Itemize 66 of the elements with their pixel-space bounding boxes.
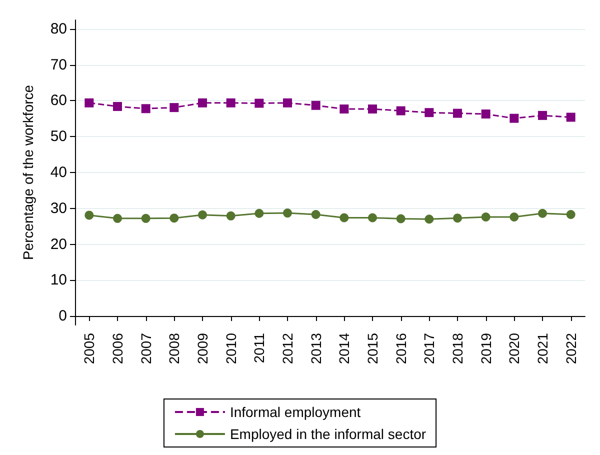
- x-tick-label: 2006: [110, 332, 126, 364]
- y-tick-label: 60: [50, 92, 67, 110]
- point: [226, 211, 236, 220]
- y-tick-label: 40: [50, 164, 67, 181]
- point: [254, 98, 264, 108]
- point: [254, 208, 264, 218]
- point: [113, 214, 122, 223]
- point: [170, 214, 179, 223]
- point: [481, 110, 490, 119]
- point: [340, 104, 349, 114]
- point: [566, 112, 576, 122]
- point: [340, 213, 349, 222]
- x-tick-label: 2022: [562, 332, 579, 364]
- point: [453, 214, 462, 223]
- point: [283, 208, 292, 218]
- x-tick-label: 2018: [450, 332, 466, 364]
- point: [538, 208, 547, 218]
- point: [481, 212, 490, 222]
- y-axis-title: Percentage of the workforce: [20, 84, 36, 260]
- x-tick-label: 2017: [421, 332, 438, 364]
- point: [226, 98, 236, 108]
- y-tick-label: 10: [50, 272, 67, 289]
- point: [396, 214, 406, 224]
- y-tick-label: 50: [50, 128, 67, 146]
- x-tick-label: 2005: [81, 332, 98, 364]
- x-tick-label: 2020: [506, 332, 522, 364]
- point: [84, 98, 94, 108]
- x-tick-label: 2012: [280, 332, 296, 364]
- x-tick-label: 2011: [251, 332, 268, 364]
- point: [84, 210, 94, 220]
- x-tick-label: 2014: [336, 332, 352, 364]
- point: [566, 210, 576, 219]
- point: [368, 213, 377, 222]
- point: [283, 98, 292, 108]
- point: [368, 104, 377, 114]
- x-tick-label: 2008: [166, 332, 182, 364]
- point: [311, 100, 320, 110]
- point: [510, 212, 519, 222]
- x-tick-label: 2015: [364, 332, 380, 364]
- point: [538, 110, 547, 120]
- y-tick-label: 30: [50, 200, 67, 217]
- point: [510, 114, 519, 123]
- x-tick-label: 2010: [222, 332, 239, 364]
- point: [424, 214, 434, 224]
- point: [170, 103, 179, 112]
- x-tick-label: 2007: [138, 332, 154, 364]
- x-tick-label: 2009: [194, 332, 210, 364]
- y-tick-label: 20: [50, 236, 67, 253]
- y-tick-label: 70: [50, 56, 67, 74]
- point: [311, 210, 320, 219]
- point: [141, 104, 150, 114]
- point: [113, 102, 122, 111]
- point: [424, 108, 434, 118]
- x-tick-label: 2019: [478, 332, 494, 364]
- legend-label: Informal employment: [230, 404, 361, 420]
- x-tick-label: 2013: [308, 332, 324, 364]
- point: [453, 108, 462, 118]
- y-tick-label: 80: [50, 20, 67, 38]
- point: [396, 106, 406, 116]
- point: [198, 210, 207, 220]
- y-tick-label: 0: [58, 308, 67, 325]
- legend-label: Employed in the informal sector: [230, 426, 426, 442]
- x-tick-label: 2016: [392, 332, 409, 364]
- point: [198, 98, 207, 108]
- point: [141, 214, 150, 223]
- x-tick-label: 2021: [534, 332, 550, 364]
